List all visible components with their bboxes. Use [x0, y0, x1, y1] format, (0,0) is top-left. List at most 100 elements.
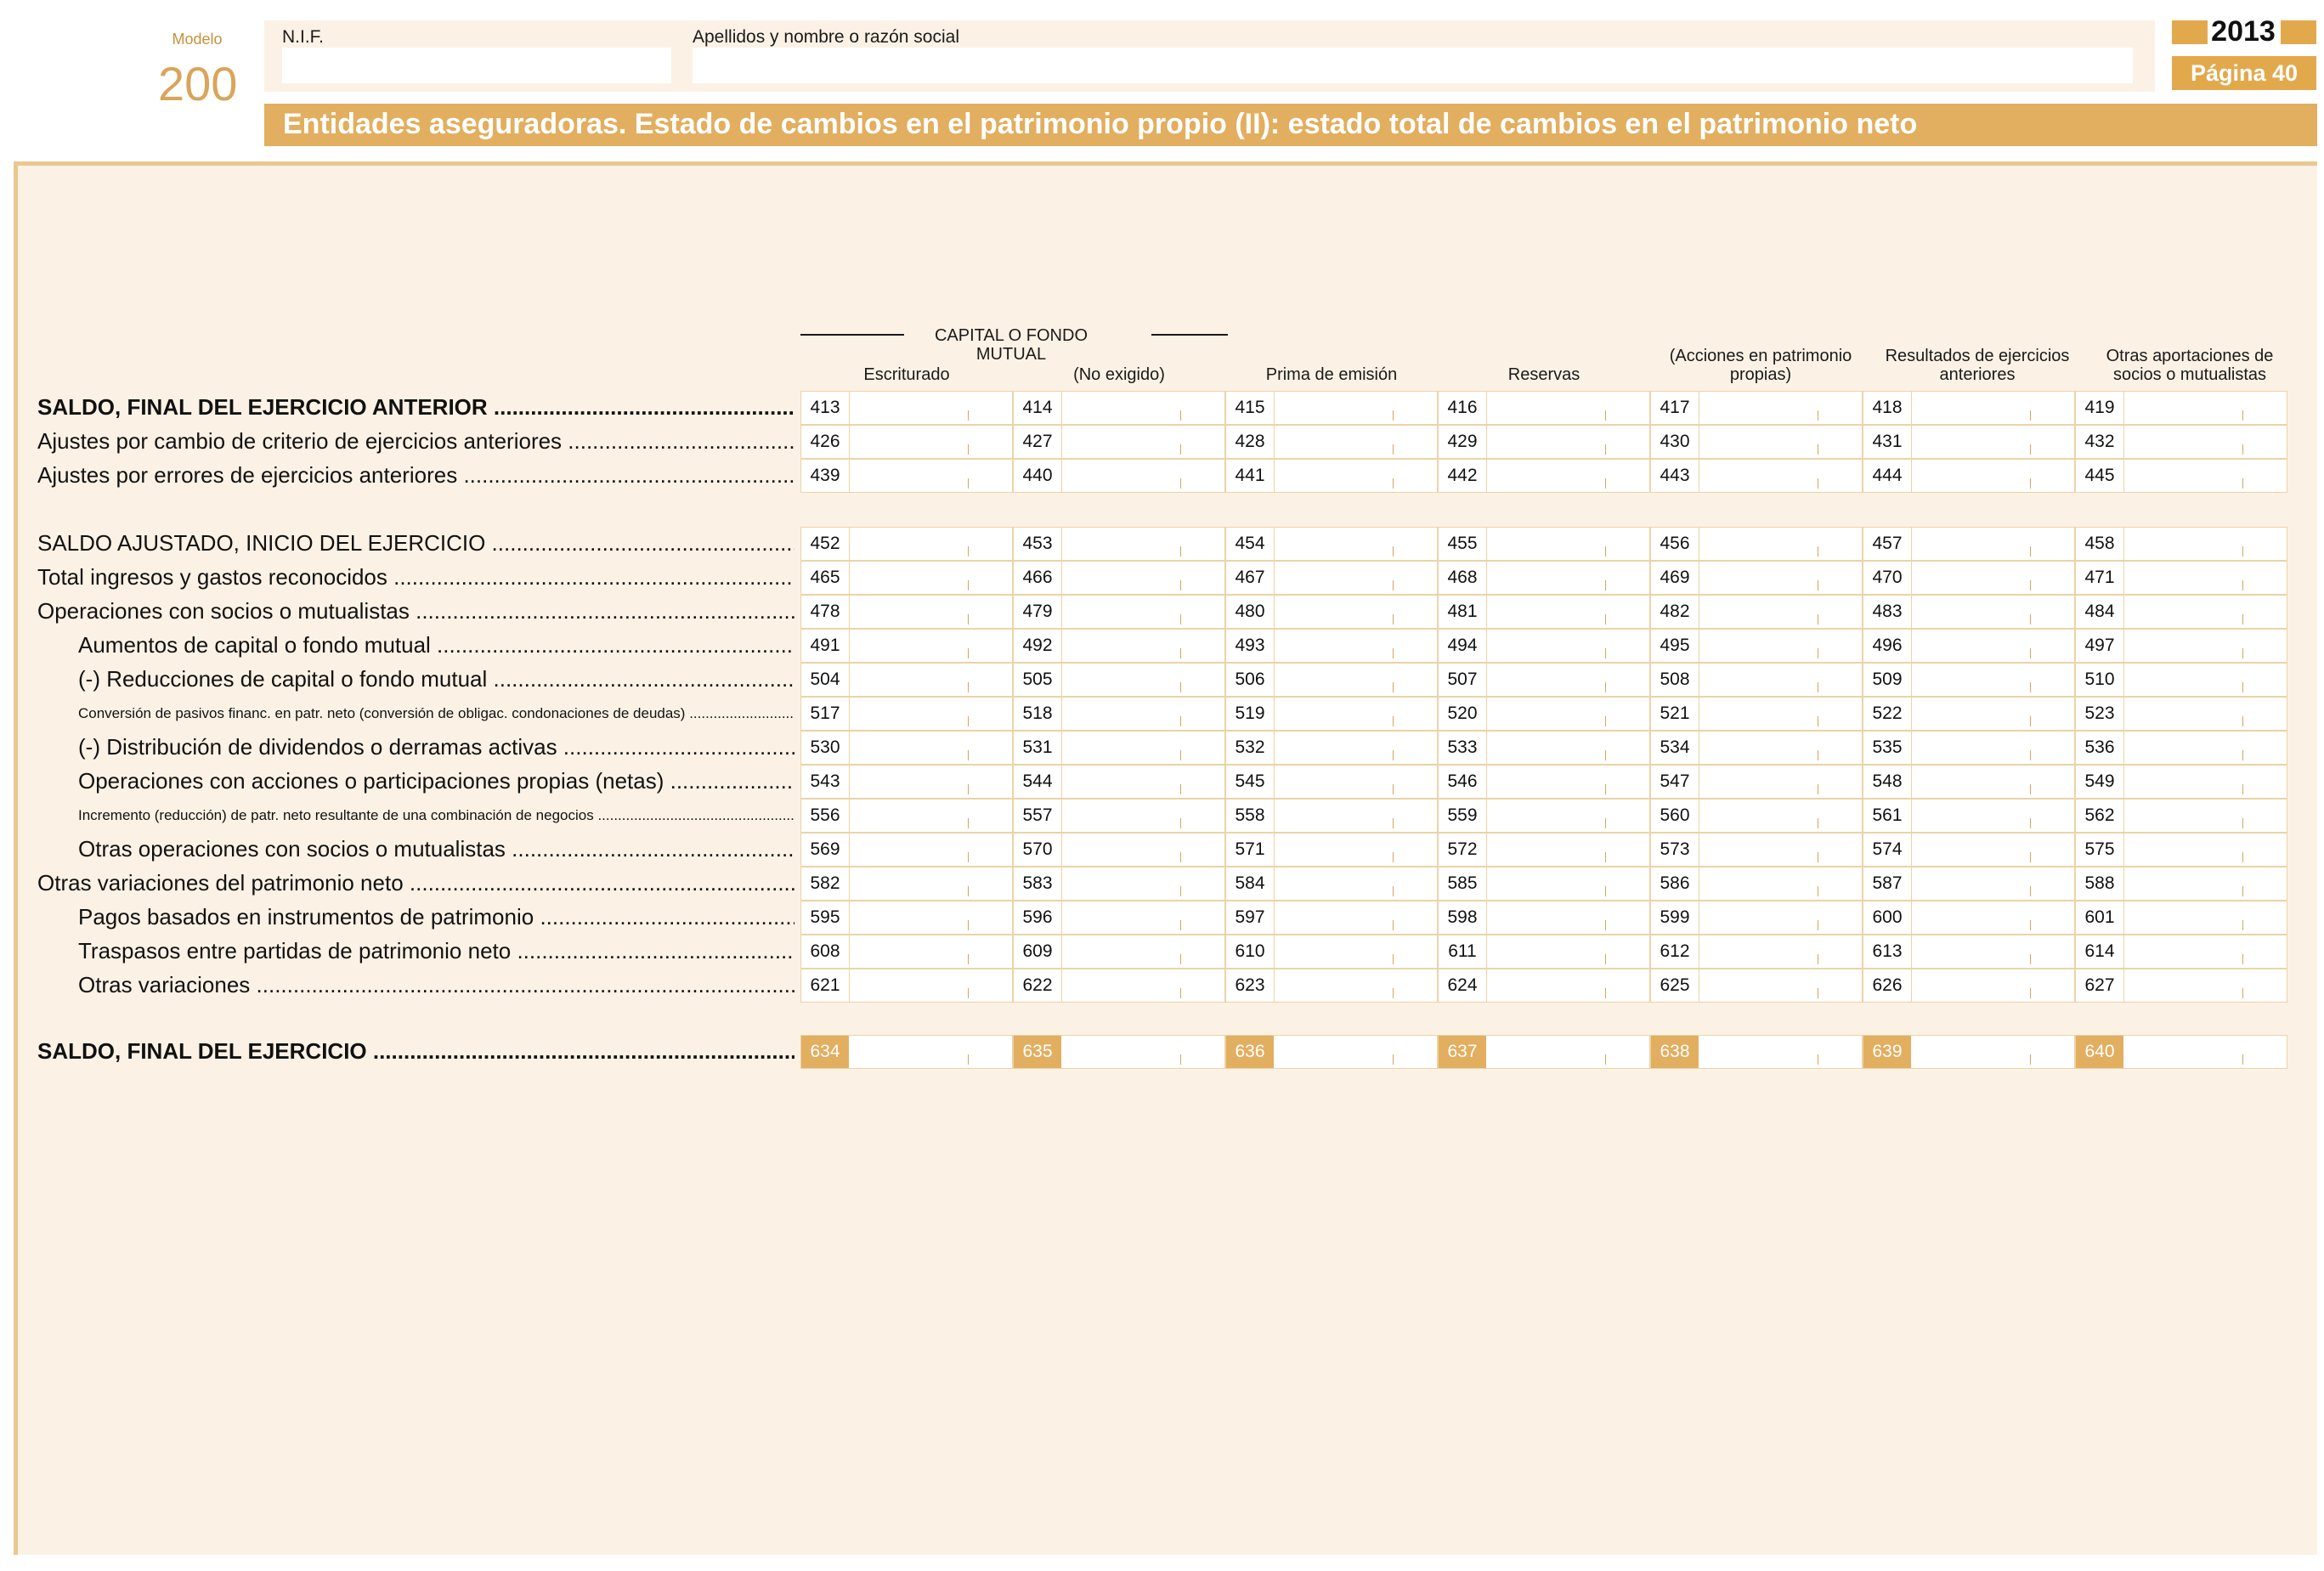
amount-field[interactable]: 573 — [1650, 833, 1863, 867]
amount-field[interactable]: 571 — [1225, 833, 1438, 867]
amount-field[interactable]: 453 — [1013, 527, 1225, 561]
amount-field[interactable]: 638 — [1650, 1035, 1863, 1069]
amount-field[interactable]: 523 — [2075, 697, 2287, 731]
amount-field[interactable]: 466 — [1013, 561, 1225, 595]
amount-field[interactable]: 522 — [1863, 697, 2075, 731]
amount-field[interactable]: 544 — [1013, 765, 1225, 799]
amount-field[interactable]: 626 — [1863, 969, 2075, 1003]
amount-field[interactable]: 432 — [2075, 425, 2287, 459]
amount-field[interactable]: 428 — [1225, 425, 1438, 459]
amount-field[interactable]: 536 — [2075, 731, 2287, 765]
amount-field[interactable]: 439 — [800, 459, 1013, 493]
amount-field[interactable]: 625 — [1650, 969, 1863, 1003]
amount-field[interactable]: 468 — [1438, 561, 1650, 595]
amount-field[interactable]: 587 — [1863, 867, 2075, 901]
amount-field[interactable]: 519 — [1225, 697, 1438, 731]
amount-field[interactable]: 417 — [1650, 391, 1863, 425]
amount-field[interactable]: 558 — [1225, 799, 1438, 833]
amount-field[interactable]: 533 — [1438, 731, 1650, 765]
amount-field[interactable]: 465 — [800, 561, 1013, 595]
amount-field[interactable]: 431 — [1863, 425, 2075, 459]
amount-field[interactable]: 627 — [2075, 969, 2287, 1003]
amount-field[interactable]: 441 — [1225, 459, 1438, 493]
amount-field[interactable]: 572 — [1438, 833, 1650, 867]
amount-field[interactable]: 534 — [1650, 731, 1863, 765]
amount-field[interactable]: 561 — [1863, 799, 2075, 833]
amount-field[interactable]: 562 — [2075, 799, 2287, 833]
amount-field[interactable]: 469 — [1650, 561, 1863, 595]
amount-field[interactable]: 430 — [1650, 425, 1863, 459]
amount-field[interactable]: 600 — [1863, 901, 2075, 935]
amount-field[interactable]: 621 — [800, 969, 1013, 1003]
amount-field[interactable]: 507 — [1438, 663, 1650, 697]
amount-field[interactable]: 504 — [800, 663, 1013, 697]
amount-field[interactable]: 494 — [1438, 629, 1650, 663]
amount-field[interactable]: 509 — [1863, 663, 2075, 697]
amount-field[interactable]: 639 — [1863, 1035, 2075, 1069]
amount-field[interactable]: 599 — [1650, 901, 1863, 935]
amount-field[interactable]: 548 — [1863, 765, 2075, 799]
amount-field[interactable]: 610 — [1225, 935, 1438, 969]
amount-field[interactable]: 608 — [800, 935, 1013, 969]
amount-field[interactable]: 467 — [1225, 561, 1438, 595]
amount-field[interactable]: 479 — [1013, 595, 1225, 629]
amount-field[interactable]: 532 — [1225, 731, 1438, 765]
amount-field[interactable]: 622 — [1013, 969, 1225, 1003]
amount-field[interactable]: 549 — [2075, 765, 2287, 799]
amount-field[interactable]: 481 — [1438, 595, 1650, 629]
amount-field[interactable]: 517 — [800, 697, 1013, 731]
amount-field[interactable]: 414 — [1013, 391, 1225, 425]
amount-field[interactable]: 506 — [1225, 663, 1438, 697]
amount-field[interactable]: 531 — [1013, 731, 1225, 765]
amount-field[interactable]: 624 — [1438, 969, 1650, 1003]
amount-field[interactable]: 416 — [1438, 391, 1650, 425]
amount-field[interactable]: 419 — [2075, 391, 2287, 425]
amount-field[interactable]: 495 — [1650, 629, 1863, 663]
amount-field[interactable]: 471 — [2075, 561, 2287, 595]
amount-field[interactable]: 612 — [1650, 935, 1863, 969]
amount-field[interactable]: 452 — [800, 527, 1013, 561]
amount-field[interactable]: 478 — [800, 595, 1013, 629]
amount-field[interactable]: 427 — [1013, 425, 1225, 459]
amount-field[interactable]: 482 — [1650, 595, 1863, 629]
amount-field[interactable]: 454 — [1225, 527, 1438, 561]
amount-field[interactable]: 483 — [1863, 595, 2075, 629]
amount-field[interactable]: 586 — [1650, 867, 1863, 901]
amount-field[interactable]: 510 — [2075, 663, 2287, 697]
amount-field[interactable]: 520 — [1438, 697, 1650, 731]
amount-field[interactable]: 415 — [1225, 391, 1438, 425]
amount-field[interactable]: 445 — [2075, 459, 2287, 493]
amount-field[interactable]: 585 — [1438, 867, 1650, 901]
amount-field[interactable]: 442 — [1438, 459, 1650, 493]
amount-field[interactable]: 440 — [1013, 459, 1225, 493]
amount-field[interactable]: 575 — [2075, 833, 2287, 867]
amount-field[interactable]: 521 — [1650, 697, 1863, 731]
amount-field[interactable]: 634 — [800, 1035, 1013, 1069]
amount-field[interactable]: 588 — [2075, 867, 2287, 901]
amount-field[interactable]: 484 — [2075, 595, 2287, 629]
amount-field[interactable]: 569 — [800, 833, 1013, 867]
amount-field[interactable]: 601 — [2075, 901, 2287, 935]
amount-field[interactable]: 458 — [2075, 527, 2287, 561]
amount-field[interactable]: 559 — [1438, 799, 1650, 833]
amount-field[interactable]: 609 — [1013, 935, 1225, 969]
amount-field[interactable]: 413 — [800, 391, 1013, 425]
amount-field[interactable]: 637 — [1438, 1035, 1650, 1069]
amount-field[interactable]: 623 — [1225, 969, 1438, 1003]
amount-field[interactable]: 444 — [1863, 459, 2075, 493]
amount-field[interactable]: 597 — [1225, 901, 1438, 935]
amount-field[interactable]: 545 — [1225, 765, 1438, 799]
amount-field[interactable]: 556 — [800, 799, 1013, 833]
amount-field[interactable]: 443 — [1650, 459, 1863, 493]
name-field[interactable] — [693, 48, 2133, 83]
amount-field[interactable]: 457 — [1863, 527, 2075, 561]
amount-field[interactable]: 636 — [1225, 1035, 1438, 1069]
amount-field[interactable]: 492 — [1013, 629, 1225, 663]
nif-field[interactable] — [282, 48, 671, 83]
amount-field[interactable]: 611 — [1438, 935, 1650, 969]
amount-field[interactable]: 508 — [1650, 663, 1863, 697]
amount-field[interactable]: 426 — [800, 425, 1013, 459]
amount-field[interactable]: 635 — [1013, 1035, 1225, 1069]
amount-field[interactable]: 496 — [1863, 629, 2075, 663]
amount-field[interactable]: 493 — [1225, 629, 1438, 663]
